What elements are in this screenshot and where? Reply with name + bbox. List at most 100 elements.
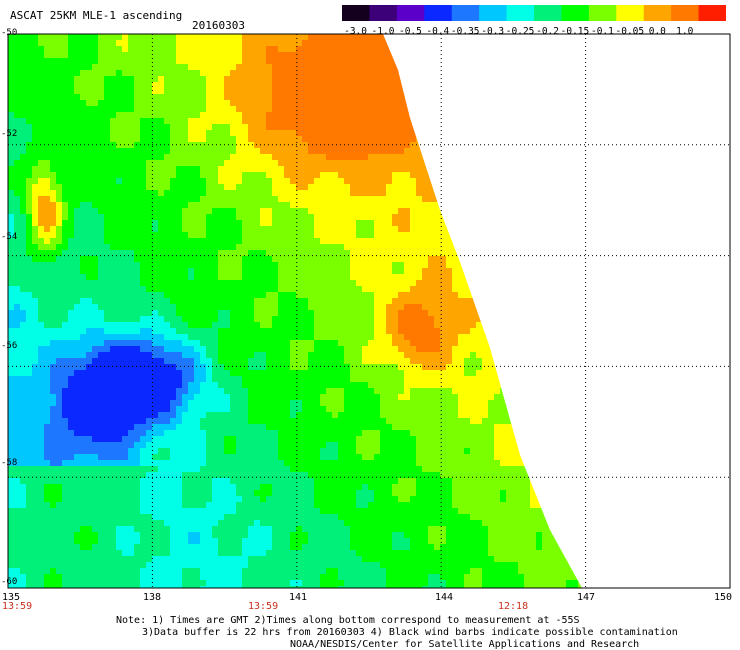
wind-cell	[158, 202, 165, 209]
wind-cell	[296, 208, 303, 215]
wind-cell	[224, 94, 231, 101]
wind-cell	[380, 64, 387, 71]
wind-cell	[542, 118, 549, 125]
wind-cell	[254, 316, 261, 323]
wind-cell	[278, 172, 285, 179]
wind-cell	[284, 328, 291, 335]
wind-cell	[548, 226, 555, 233]
wind-cell	[236, 268, 243, 275]
wind-cell	[122, 202, 129, 209]
wind-cell	[116, 34, 123, 41]
wind-cell	[68, 46, 75, 53]
wind-cell	[116, 328, 123, 335]
wind-cell	[50, 304, 57, 311]
wind-cell	[308, 160, 315, 167]
wind-cell	[338, 70, 345, 77]
wind-cell	[26, 166, 33, 173]
wind-cell	[428, 202, 435, 209]
wind-cell	[44, 310, 51, 317]
wind-cell	[188, 58, 195, 65]
wind-cell	[8, 238, 15, 245]
wind-cell	[512, 118, 519, 125]
wind-cell	[284, 34, 291, 41]
wind-cell	[512, 232, 519, 239]
wind-cell	[494, 148, 501, 155]
wind-cell	[212, 184, 219, 191]
wind-cell	[152, 190, 159, 197]
wind-cell	[296, 94, 303, 101]
wind-cell	[530, 46, 537, 53]
wind-cell	[104, 226, 111, 233]
wind-cell	[488, 184, 495, 191]
wind-cell	[404, 256, 411, 263]
wind-cell	[218, 238, 225, 245]
wind-cell	[158, 136, 165, 143]
wind-cell	[248, 76, 255, 83]
wind-cell	[122, 280, 129, 287]
wind-cell	[206, 52, 213, 59]
wind-cell	[248, 334, 255, 341]
wind-cell	[536, 64, 543, 71]
wind-cell	[50, 328, 57, 335]
wind-cell	[158, 334, 165, 341]
wind-cell	[446, 136, 453, 143]
wind-cell	[482, 310, 489, 317]
wind-cell	[80, 226, 87, 233]
wind-cell	[86, 202, 93, 209]
wind-cell	[266, 310, 273, 317]
wind-cell	[212, 298, 219, 305]
wind-cell	[218, 292, 225, 299]
wind-cell	[86, 130, 93, 137]
wind-cell	[80, 316, 87, 323]
wind-cell	[344, 322, 351, 329]
wind-cell	[362, 178, 369, 185]
wind-cell	[554, 76, 561, 83]
wind-cell	[104, 166, 111, 173]
wind-cell	[530, 274, 537, 281]
wind-cell	[188, 328, 195, 335]
wind-cell	[194, 226, 201, 233]
wind-cell	[518, 136, 525, 143]
wind-cell	[206, 118, 213, 125]
wind-cell	[476, 196, 483, 203]
wind-cell	[122, 310, 129, 317]
wind-cell	[176, 292, 183, 299]
wind-cell	[8, 280, 15, 287]
wind-cell	[398, 178, 405, 185]
wind-cell	[68, 292, 75, 299]
wind-cell	[308, 82, 315, 89]
wind-cell	[548, 178, 555, 185]
wind-cell	[68, 184, 75, 191]
wind-cell	[290, 298, 297, 305]
wind-cell	[392, 262, 399, 269]
wind-cell	[68, 262, 75, 269]
wind-cell	[164, 190, 171, 197]
wind-cell	[320, 124, 327, 131]
wind-cell	[410, 202, 417, 209]
wind-cell	[74, 292, 81, 299]
wind-cell	[302, 178, 309, 185]
wind-cell	[410, 160, 417, 167]
wind-cell	[218, 166, 225, 173]
wind-cell	[116, 148, 123, 155]
wind-cell	[410, 220, 417, 227]
wind-cell	[566, 52, 573, 59]
wind-cell	[92, 106, 99, 113]
wind-cell	[152, 58, 159, 65]
wind-cell	[146, 274, 153, 281]
wind-cell	[314, 64, 321, 71]
wind-cell	[170, 286, 177, 293]
wind-cell	[548, 220, 555, 227]
wind-cell	[92, 232, 99, 239]
wind-cell	[38, 88, 45, 95]
wind-cell	[230, 184, 237, 191]
wind-cell	[38, 148, 45, 155]
wind-cell	[110, 70, 117, 77]
wind-cell	[566, 106, 573, 113]
wind-cell	[176, 322, 183, 329]
wind-cell	[272, 154, 279, 161]
wind-cell	[86, 334, 93, 341]
wind-cell	[464, 238, 471, 245]
wind-cell	[422, 34, 429, 41]
wind-cell	[482, 70, 489, 77]
